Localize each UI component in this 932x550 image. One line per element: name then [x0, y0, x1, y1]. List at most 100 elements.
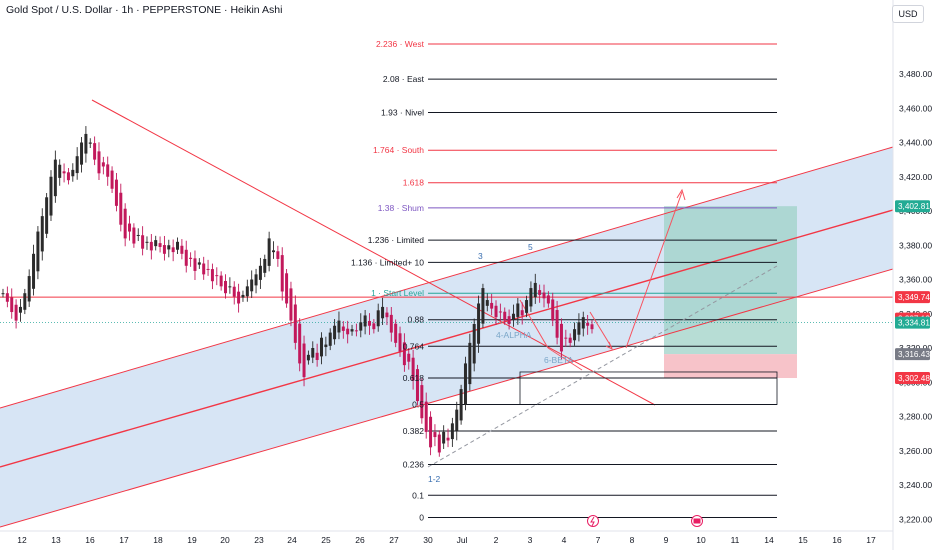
candle-body — [80, 142, 84, 165]
candle-body — [145, 241, 149, 243]
candle-body — [350, 329, 354, 332]
price-badge — [895, 372, 930, 385]
candle-body — [5, 293, 9, 302]
candle-body — [232, 286, 236, 297]
candle-body — [389, 314, 393, 333]
candle-body — [276, 251, 280, 259]
candle-body — [40, 216, 44, 252]
candle-body — [415, 369, 419, 402]
price-tick-label: 3,460.00 — [899, 103, 932, 113]
time-tick-label: 4 — [562, 535, 567, 545]
projected-path — [519, 191, 683, 349]
candle-body — [254, 274, 258, 286]
candle-body — [398, 333, 402, 352]
fib-level-label: 0.1 — [412, 490, 424, 500]
wave-label: 3 — [478, 251, 483, 261]
price-badge — [895, 348, 930, 361]
candle-body — [586, 322, 590, 326]
drawing-labels-layer: 2.236 · West 2.08 · East 1.93 · Nivel 1.764… — [351, 39, 573, 523]
price-badge-label: 3,349.74 — [898, 293, 930, 302]
price-tick-label: 3,320.00 — [899, 343, 932, 353]
arrow-head-icon — [605, 341, 613, 351]
candle-body — [128, 223, 132, 232]
candle-body — [93, 143, 97, 160]
candle-body — [250, 279, 254, 292]
candle-body — [490, 302, 494, 309]
channel-line — [0, 268, 894, 528]
candle-body — [581, 317, 585, 329]
candle-body — [559, 323, 563, 352]
candle-body — [538, 290, 542, 295]
candle-body — [176, 241, 180, 250]
time-tick-label: 7 — [596, 535, 601, 545]
price-badge — [895, 316, 930, 329]
candle-body — [62, 171, 66, 174]
candle-body — [429, 416, 433, 448]
wave-label: 5 — [528, 242, 533, 252]
candle-body — [455, 409, 459, 432]
candle-body — [306, 354, 310, 361]
price-badge — [895, 291, 930, 304]
candle-body — [529, 288, 533, 307]
price-tick-label: 3,480.00 — [899, 69, 932, 79]
candle-body — [494, 305, 498, 318]
candle-body — [477, 303, 481, 344]
candle-body — [202, 263, 206, 275]
currency-button[interactable]: USD — [892, 5, 924, 23]
fib-level-label: 1.236 · Limited — [368, 235, 424, 245]
fib-level-label: 0 — [419, 513, 424, 523]
fib-level-label: 0.618 — [403, 373, 425, 383]
candle-body — [206, 268, 210, 270]
candle-body — [420, 385, 424, 419]
candle-body — [280, 255, 284, 292]
candle-body — [53, 159, 57, 197]
fib-level-label: 1.136 · Limited+ 10 — [351, 257, 424, 267]
price-axis[interactable]: 3,480.003,460.003,440.003,420.003,400.00… — [892, 0, 932, 550]
time-tick-label: 16 — [85, 535, 95, 545]
candle-body — [237, 291, 241, 304]
candle-body — [564, 337, 568, 339]
time-tick-label: 20 — [220, 535, 230, 545]
candle-body — [97, 151, 101, 174]
candle-body — [101, 162, 105, 167]
time-tick-label: 18 — [153, 535, 163, 545]
time-tick-label: 12 — [17, 535, 27, 545]
candle-body — [511, 313, 515, 321]
time-axis[interactable]: 12 13 16 17 18 19 20 23 24 25 26 27 30 Jul 2 3 4 7 8 9 10 11 1… — [0, 515, 893, 546]
candle-body — [289, 288, 293, 321]
time-tick-label: 8 — [630, 535, 635, 545]
candle-body — [184, 249, 188, 266]
fib-level-label: 0.382 — [403, 426, 425, 436]
range-box — [519, 371, 778, 405]
candle-body — [354, 330, 358, 332]
fib-level-label: 2.236 · West — [376, 39, 425, 49]
time-tick-label: 11 — [731, 535, 740, 545]
candle-body — [171, 247, 175, 253]
price-badge-label: 3,402.81 — [898, 202, 930, 211]
candle-body — [215, 275, 219, 277]
candle-body — [472, 324, 476, 364]
candle-body — [433, 432, 437, 438]
drawings-layer — [0, 43, 894, 528]
candle-body — [533, 282, 537, 298]
candle-body — [228, 286, 232, 288]
candle-body — [84, 133, 88, 154]
candle-body — [376, 310, 380, 327]
candle-body — [551, 299, 555, 321]
candle-body — [224, 280, 228, 294]
time-tick-label: 19 — [187, 535, 197, 545]
price-tick-label: 3,220.00 — [899, 514, 932, 524]
candle-body — [210, 269, 214, 282]
candle-body — [573, 329, 577, 341]
fib-level-label: 1.93 · Nivel — [381, 108, 424, 118]
lightning-event-icon — [587, 515, 599, 527]
channel-line — [0, 146, 894, 409]
candle-body — [110, 170, 114, 189]
price-tick-label: 3,440.00 — [899, 138, 932, 148]
candle-body — [372, 323, 376, 330]
candle-body — [241, 294, 245, 298]
candle-body — [36, 231, 40, 272]
candle-body — [503, 311, 507, 321]
candle-body — [114, 179, 118, 206]
